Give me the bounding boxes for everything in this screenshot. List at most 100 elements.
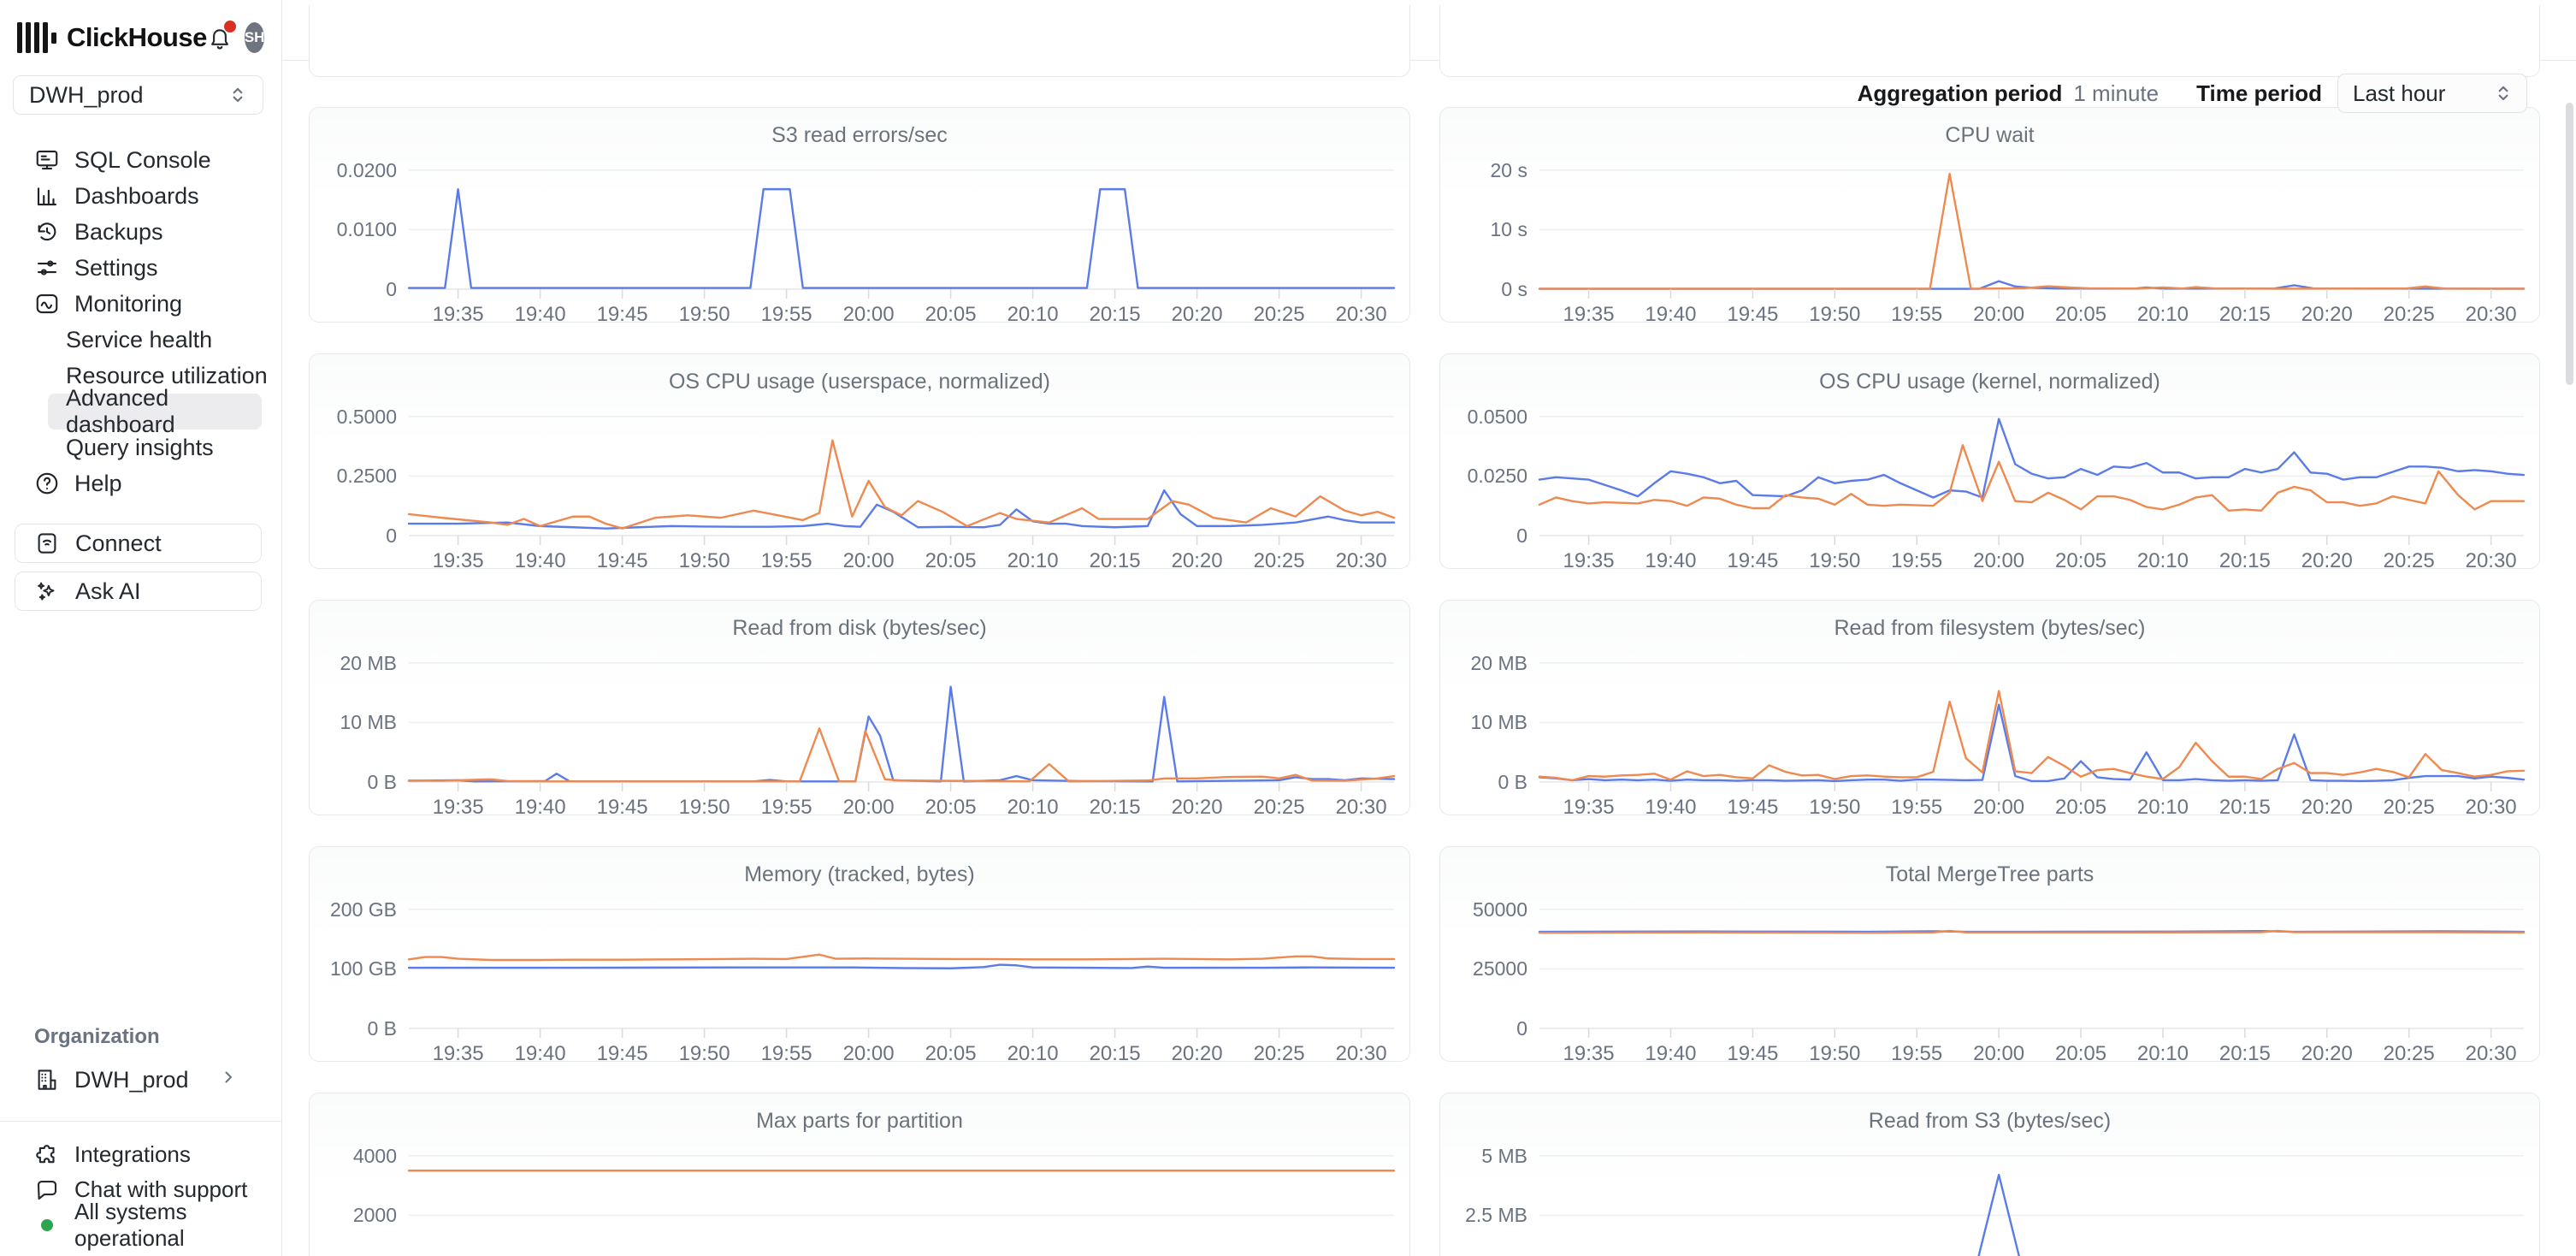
x-axis-tick-label: 20:10 xyxy=(2136,303,2189,326)
sidebar-divider xyxy=(0,1121,281,1122)
series-line-blue xyxy=(409,687,1394,782)
system-status-item[interactable]: All systems operational xyxy=(0,1199,281,1251)
avatar[interactable]: SH xyxy=(244,22,265,53)
series-line-orange xyxy=(1539,445,2524,511)
integrations-item[interactable]: Integrations xyxy=(0,1137,281,1172)
y-axis-tick-label: 0 xyxy=(1516,1017,1527,1040)
chat-bubble-icon xyxy=(34,1177,60,1203)
x-axis-tick-label: 19:50 xyxy=(1809,303,1861,326)
x-axis-tick-label: 19:40 xyxy=(1645,1042,1697,1065)
x-axis-tick-label: 19:45 xyxy=(596,1042,648,1065)
x-axis-tick-label: 20:10 xyxy=(1007,549,1059,572)
chart-card: Max parts for partition4000200019:3519:4… xyxy=(309,1093,1410,1256)
sidebar-item-dashboards[interactable]: Dashboards xyxy=(0,178,281,214)
x-axis-tick-label: 19:45 xyxy=(1727,1042,1779,1065)
x-axis-tick-label: 19:40 xyxy=(514,796,566,819)
service-selector[interactable]: DWH_prod xyxy=(13,75,263,115)
chart-plot-area[interactable] xyxy=(409,152,1394,289)
chart-card: Memory (tracked, bytes) 200 GB 100 GB 0 B 19… xyxy=(309,846,1410,1065)
connect-button[interactable]: Connect xyxy=(15,524,262,563)
x-axis-tick-label: 20:25 xyxy=(1253,796,1305,819)
bell-icon xyxy=(210,29,228,50)
chat-with-support-label: Chat with support xyxy=(74,1176,248,1202)
sidebar-actions: Connect Ask AI xyxy=(0,515,281,611)
x-axis-tick-label: 19:50 xyxy=(678,549,730,572)
y-axis-tick-label: 0.0200 xyxy=(336,158,397,181)
console-icon xyxy=(34,147,60,173)
chart-title: Memory (tracked, bytes) xyxy=(744,862,975,886)
x-axis-tick-label: 20:20 xyxy=(1171,303,1223,326)
y-axis-tick-label: 100 GB xyxy=(330,957,397,981)
time-period-select[interactable]: Last hour xyxy=(2337,74,2527,113)
sidebar-item-query-insights[interactable]: Query insights xyxy=(0,430,281,465)
x-axis-labels: 19:35 19:40 19:45 19:50 19:55 20:00 20:05 20:10… xyxy=(1539,303,2524,329)
y-axis-tick-label: 0.0250 xyxy=(1467,465,1527,488)
x-axis-tick-label: 19:55 xyxy=(760,303,812,326)
x-axis-ticks xyxy=(1539,536,2524,547)
y-axis-tick-label: 10 MB xyxy=(1470,711,1527,734)
x-axis-tick-label: 20:15 xyxy=(1089,796,1141,819)
sliders-icon xyxy=(34,255,60,281)
cutoff-chart-card xyxy=(309,5,1410,77)
x-axis-tick-label: 20:30 xyxy=(2465,1042,2517,1065)
sidebar-item-service-health[interactable]: Service health xyxy=(0,322,281,358)
sidebar-footer: Integrations Chat with support All syste… xyxy=(0,1122,281,1256)
chart-plot-area[interactable] xyxy=(1539,645,2524,782)
chart-plot-area[interactable] xyxy=(1539,152,2524,289)
y-axis-tick-label: 10 s xyxy=(1490,218,1527,241)
chat-with-support-item[interactable]: Chat with support xyxy=(0,1172,281,1207)
sidebar-item-backups[interactable]: Backups xyxy=(0,214,281,250)
sidebar-item-label: Backups xyxy=(74,218,163,245)
sidebar-item-monitoring[interactable]: Monitoring xyxy=(0,286,281,322)
chart-plot-area[interactable] xyxy=(1539,892,2524,1028)
x-axis-tick-label: 20:25 xyxy=(2383,1042,2435,1065)
organization-item[interactable]: DWH_prod xyxy=(0,1061,281,1099)
notifications-button[interactable] xyxy=(207,21,236,50)
x-axis-tick-label: 20:20 xyxy=(1171,549,1223,572)
sparkles-icon xyxy=(34,578,60,604)
x-axis-tick-label: 20:30 xyxy=(2465,549,2517,572)
logo-row: ClickHouse SH xyxy=(0,0,281,55)
chart-plot-area[interactable] xyxy=(1539,399,2524,536)
x-axis-tick-label: 20:25 xyxy=(2383,796,2435,819)
chart-plot-area[interactable] xyxy=(409,1138,1394,1256)
y-axis-tick-label: 2000 xyxy=(352,1204,397,1227)
scrollbar-thumb[interactable] xyxy=(2566,103,2573,385)
x-axis-labels: 19:35 19:40 19:45 19:50 19:55 20:00 20:05 20:10… xyxy=(1539,796,2524,821)
series-line-blue xyxy=(1539,705,2524,781)
x-axis-tick-label: 20:20 xyxy=(2301,549,2353,572)
sidebar-item-advanced-dashboard[interactable]: Advanced dashboard xyxy=(48,385,262,437)
x-axis-tick-label: 19:45 xyxy=(1727,796,1779,819)
time-period-label: Time period xyxy=(2196,80,2322,106)
sidebar-item-help[interactable]: Help xyxy=(0,465,281,501)
chart-plot-area[interactable] xyxy=(1539,1138,2524,1256)
chart-plot-area[interactable] xyxy=(409,399,1394,536)
sidebar-item-resource-utilization[interactable]: Resource utilization xyxy=(0,358,281,394)
y-axis-tick-label: 20 MB xyxy=(340,651,397,674)
x-axis-tick-label: 20:05 xyxy=(925,549,977,572)
aggregation-period-value: 1 minute xyxy=(2073,80,2159,106)
x-axis-tick-label: 20:00 xyxy=(1973,1042,2025,1065)
x-axis-labels: 19:35 19:40 19:45 19:50 19:55 20:00 20:05 20:10… xyxy=(409,1042,1394,1068)
sidebar-item-sql-console[interactable]: SQL Console xyxy=(0,142,281,178)
x-axis-tick-label: 20:15 xyxy=(2219,549,2271,572)
chart-plot-area[interactable] xyxy=(409,645,1394,782)
ask-ai-button[interactable]: Ask AI xyxy=(15,572,262,611)
y-axis-tick-label: 0.2500 xyxy=(336,465,397,488)
sidebar-nav: SQL Console Dashboards Backups Settings xyxy=(0,142,281,501)
charts-grid: S3 read errors/sec 0.0200 0.0100 0 19:35 19:4… xyxy=(309,107,2540,1256)
x-axis-tick-label: 20:05 xyxy=(925,1042,977,1065)
chart-card: Total MergeTree parts 50000 25000 0 19:35 19:… xyxy=(1439,846,2540,1065)
chart-plot-area[interactable] xyxy=(409,892,1394,1028)
x-axis-tick-label: 19:35 xyxy=(1563,1042,1615,1065)
x-axis-tick-label: 20:10 xyxy=(1007,303,1059,326)
sidebar-item-label: SQL Console xyxy=(74,146,211,173)
x-axis-tick-label: 19:50 xyxy=(1809,1042,1861,1065)
x-axis-tick-label: 20:00 xyxy=(842,796,895,819)
x-axis-tick-label: 19:55 xyxy=(760,1042,812,1065)
x-axis-tick-label: 20:30 xyxy=(2465,796,2517,819)
sidebar-item-settings[interactable]: Settings xyxy=(0,250,281,286)
series-line-orange xyxy=(1539,931,2524,933)
series-line-blue xyxy=(1539,1175,2524,1256)
